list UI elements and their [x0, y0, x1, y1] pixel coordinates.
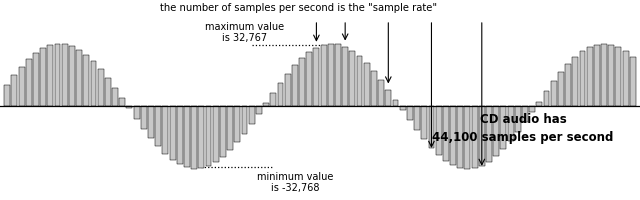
Bar: [472, 106, 477, 168]
Bar: [141, 106, 147, 129]
Bar: [198, 106, 204, 168]
Bar: [630, 57, 636, 106]
Bar: [371, 71, 377, 106]
Bar: [127, 106, 132, 108]
Bar: [40, 48, 46, 106]
Bar: [98, 69, 104, 106]
Bar: [249, 106, 255, 124]
Bar: [572, 57, 578, 106]
Bar: [112, 88, 118, 106]
Bar: [378, 80, 384, 106]
Bar: [299, 58, 305, 106]
Bar: [493, 106, 499, 156]
Text: CD audio has
44,100 samples per second: CD audio has 44,100 samples per second: [432, 113, 614, 144]
Bar: [565, 64, 571, 106]
Bar: [256, 106, 262, 114]
Bar: [385, 90, 391, 106]
Bar: [335, 44, 341, 106]
Bar: [170, 106, 175, 160]
Bar: [349, 51, 355, 106]
Bar: [205, 106, 211, 166]
Bar: [191, 106, 197, 169]
Bar: [285, 74, 291, 106]
Bar: [12, 75, 17, 106]
Bar: [429, 106, 435, 148]
Bar: [436, 106, 442, 155]
Bar: [156, 106, 161, 146]
Bar: [508, 106, 513, 141]
Bar: [328, 44, 333, 106]
Bar: [278, 83, 284, 106]
Bar: [486, 106, 492, 162]
Bar: [119, 98, 125, 106]
Bar: [314, 48, 319, 106]
Bar: [594, 45, 600, 106]
Text: maximum value
is 32,767: maximum value is 32,767: [205, 22, 284, 43]
Bar: [356, 56, 362, 106]
Bar: [479, 106, 484, 166]
Bar: [465, 106, 470, 169]
Bar: [608, 45, 614, 106]
Bar: [543, 91, 550, 106]
Bar: [263, 103, 269, 106]
Bar: [270, 93, 276, 106]
Bar: [90, 61, 97, 106]
Bar: [623, 51, 628, 106]
Bar: [529, 106, 535, 112]
Bar: [407, 106, 413, 120]
Bar: [522, 106, 528, 122]
Bar: [105, 78, 111, 106]
Bar: [19, 67, 24, 106]
Bar: [551, 81, 557, 106]
Bar: [364, 63, 370, 106]
Bar: [227, 106, 233, 150]
Bar: [76, 50, 82, 106]
Bar: [414, 106, 420, 130]
Bar: [587, 47, 593, 106]
Bar: [83, 55, 89, 106]
Bar: [321, 45, 326, 106]
Bar: [558, 72, 564, 106]
Bar: [69, 46, 75, 106]
Text: the number of samples per second is the "sample rate": the number of samples per second is the …: [160, 3, 437, 13]
Bar: [457, 106, 463, 168]
Bar: [220, 106, 226, 157]
Bar: [4, 85, 10, 106]
Bar: [292, 65, 298, 106]
Bar: [536, 102, 542, 106]
Bar: [177, 106, 183, 164]
Bar: [515, 106, 521, 132]
Bar: [54, 44, 60, 106]
Bar: [148, 106, 154, 138]
Bar: [134, 106, 140, 119]
Bar: [342, 47, 348, 106]
Bar: [580, 51, 586, 106]
Bar: [47, 45, 53, 106]
Bar: [33, 53, 39, 106]
Bar: [421, 106, 428, 139]
Bar: [184, 106, 190, 167]
Bar: [241, 106, 248, 134]
Bar: [26, 59, 32, 106]
Bar: [163, 106, 168, 154]
Bar: [400, 106, 406, 110]
Bar: [601, 44, 607, 106]
Bar: [616, 47, 621, 106]
Bar: [212, 106, 219, 162]
Text: minimum value
is -32,768: minimum value is -32,768: [257, 172, 333, 193]
Bar: [62, 44, 68, 106]
Bar: [392, 100, 399, 106]
Bar: [234, 106, 240, 142]
Bar: [450, 106, 456, 165]
Bar: [307, 52, 312, 106]
Bar: [500, 106, 506, 149]
Bar: [443, 106, 449, 161]
